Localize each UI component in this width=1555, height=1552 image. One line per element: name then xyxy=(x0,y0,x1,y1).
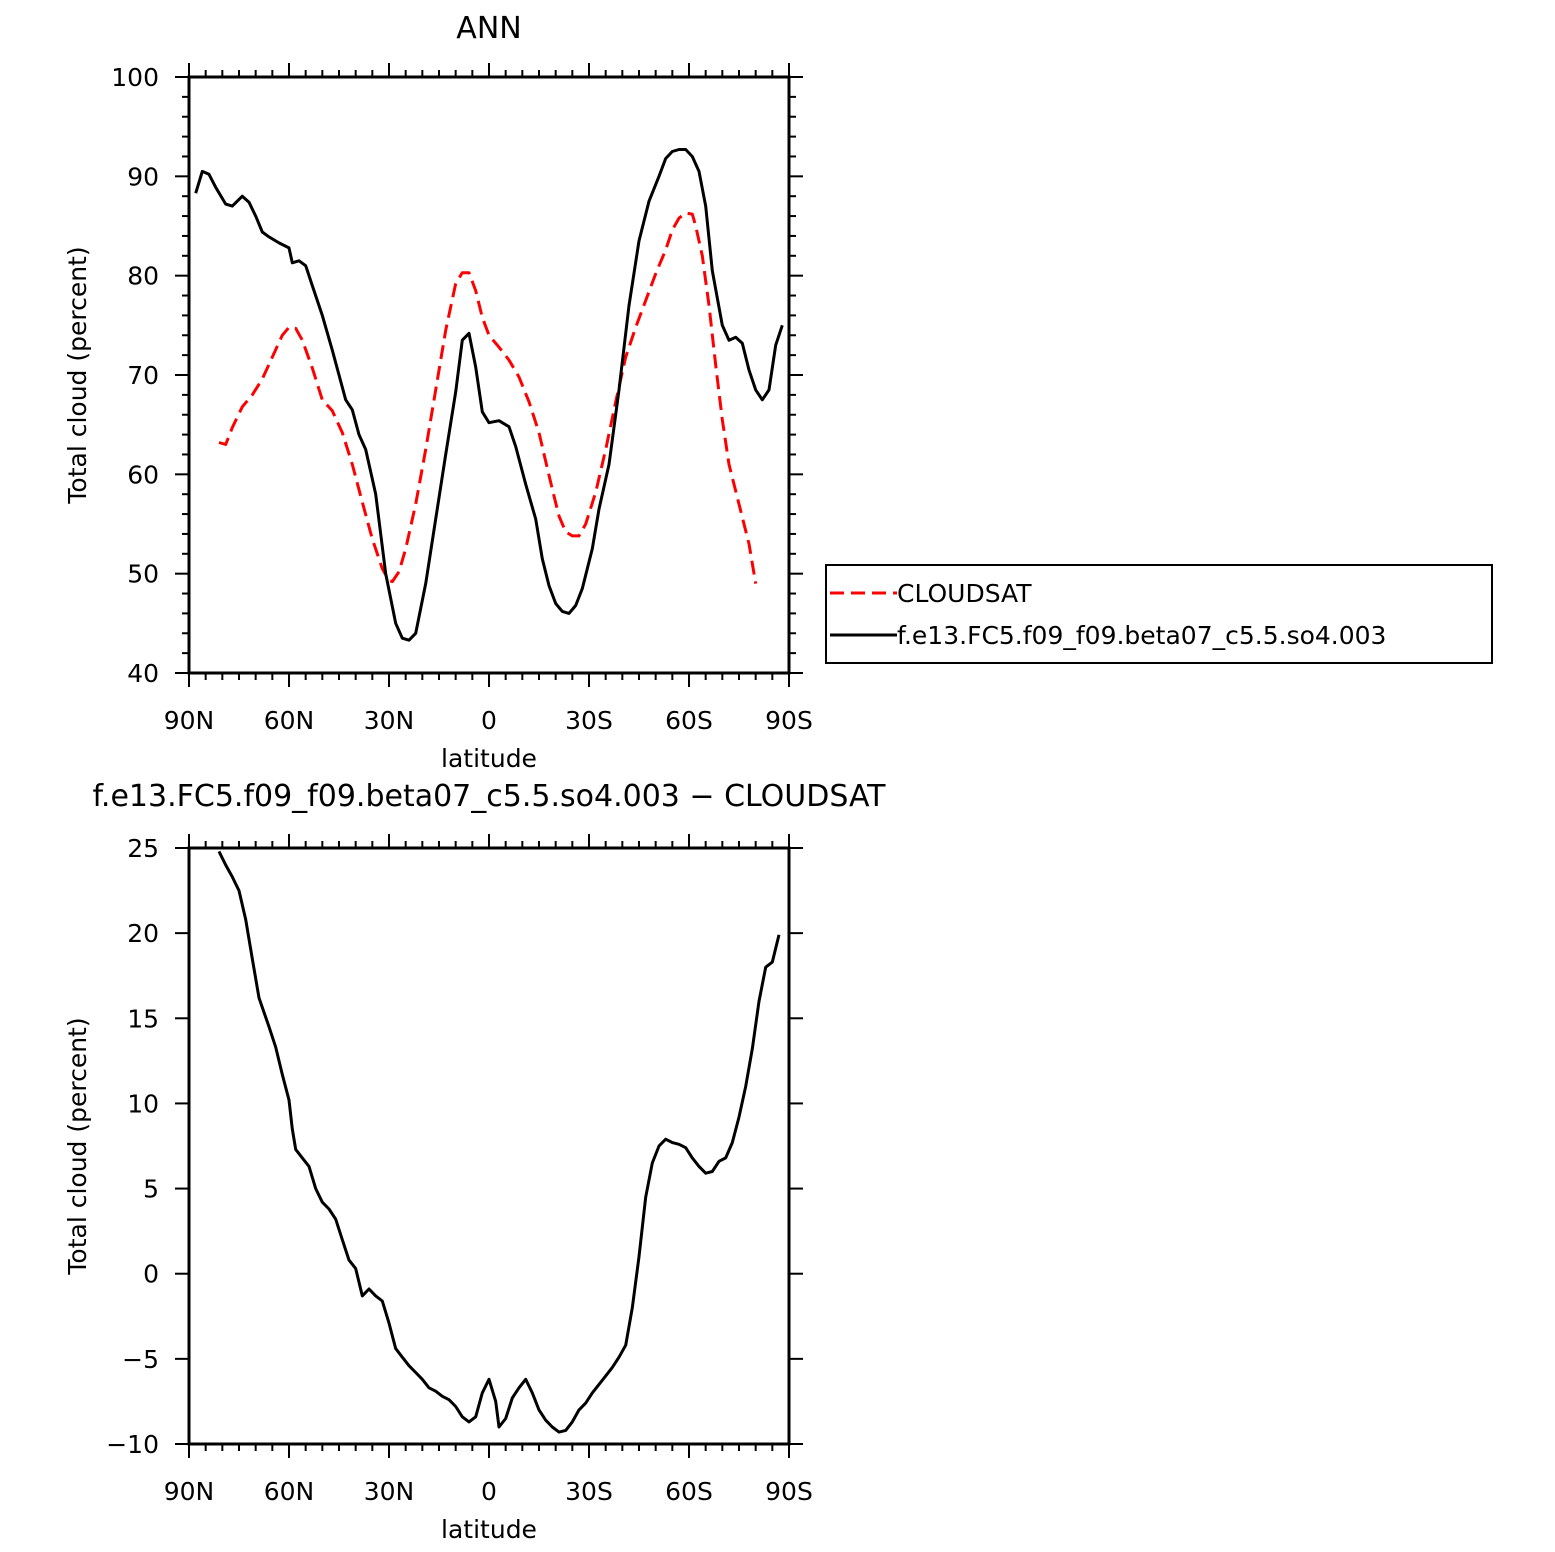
y-axis-label: Total cloud (percent) xyxy=(63,246,92,504)
y-tick-label: 70 xyxy=(127,361,159,390)
y-tick-label: 25 xyxy=(127,834,159,863)
x-axis-label: latitude xyxy=(441,1515,537,1544)
x-tick-label: 90S xyxy=(765,1477,813,1506)
y-tick-label: 15 xyxy=(127,1004,159,1033)
x-tick-label: 0 xyxy=(481,706,497,735)
legend-box xyxy=(825,564,1493,664)
x-axis-label: latitude xyxy=(441,744,537,773)
x-tick-label: 90N xyxy=(164,1477,215,1506)
series-line-2 xyxy=(194,148,784,642)
x-tick-label: 60N xyxy=(264,706,315,735)
x-tick-label: 30N xyxy=(364,1477,415,1506)
y-tick-label: 5 xyxy=(143,1175,159,1204)
top-panel: 90N 60N 30N 0 30S 60S 90S 40 50 60 70 80 90 100 latitu… xyxy=(63,11,813,773)
y-tick-label: 80 xyxy=(127,262,159,291)
x-tick-label: 0 xyxy=(481,1477,497,1506)
x-tick-label: 60S xyxy=(665,1477,713,1506)
plot-frame xyxy=(187,75,791,675)
y-tick-label: 90 xyxy=(127,162,159,191)
x-tick-label: 60N xyxy=(264,1477,315,1506)
plot-frame xyxy=(187,846,791,1446)
series-line-1 xyxy=(217,850,781,1434)
x-tick-label: 30S xyxy=(565,706,613,735)
x-tick-label: 90N xyxy=(164,706,215,735)
x-tick-label: 30N xyxy=(364,706,415,735)
y-tick-label: −10 xyxy=(106,1430,159,1459)
bottom-panel: 90N 60N 30N 0 30S 60S 90S −10 −5 0 5 10 15 20 25 latitu… xyxy=(63,779,886,1544)
y-tick-label: 100 xyxy=(111,63,159,92)
y-tick-label: −5 xyxy=(122,1345,159,1374)
legend: CLOUDSAT f.e13.FC5.f09_f09.beta07_c5.5.so… xyxy=(825,564,1493,664)
series-line-1 xyxy=(218,211,758,584)
y-tick-label: 40 xyxy=(127,659,159,688)
legend-label: CLOUDSAT xyxy=(897,579,1032,608)
y-tick-label: 10 xyxy=(127,1089,159,1118)
x-tick-label: 30S xyxy=(565,1477,613,1506)
x-tick-label: 90S xyxy=(765,706,813,735)
x-tick-label: 60S xyxy=(665,706,713,735)
legend-label: f.e13.FC5.f09_f09.beta07_c5.5.so4.003 xyxy=(897,621,1386,650)
y-tick-label: 0 xyxy=(143,1260,159,1289)
y-tick-label: 20 xyxy=(127,919,159,948)
chart-title: f.e13.FC5.f09_f09.beta07_c5.5.so4.003 − … xyxy=(93,779,887,814)
y-tick-label: 50 xyxy=(127,560,159,589)
y-tick-label: 60 xyxy=(127,460,159,489)
y-axis-label: Total cloud (percent) xyxy=(63,1017,92,1275)
chart-title: ANN xyxy=(456,11,521,46)
